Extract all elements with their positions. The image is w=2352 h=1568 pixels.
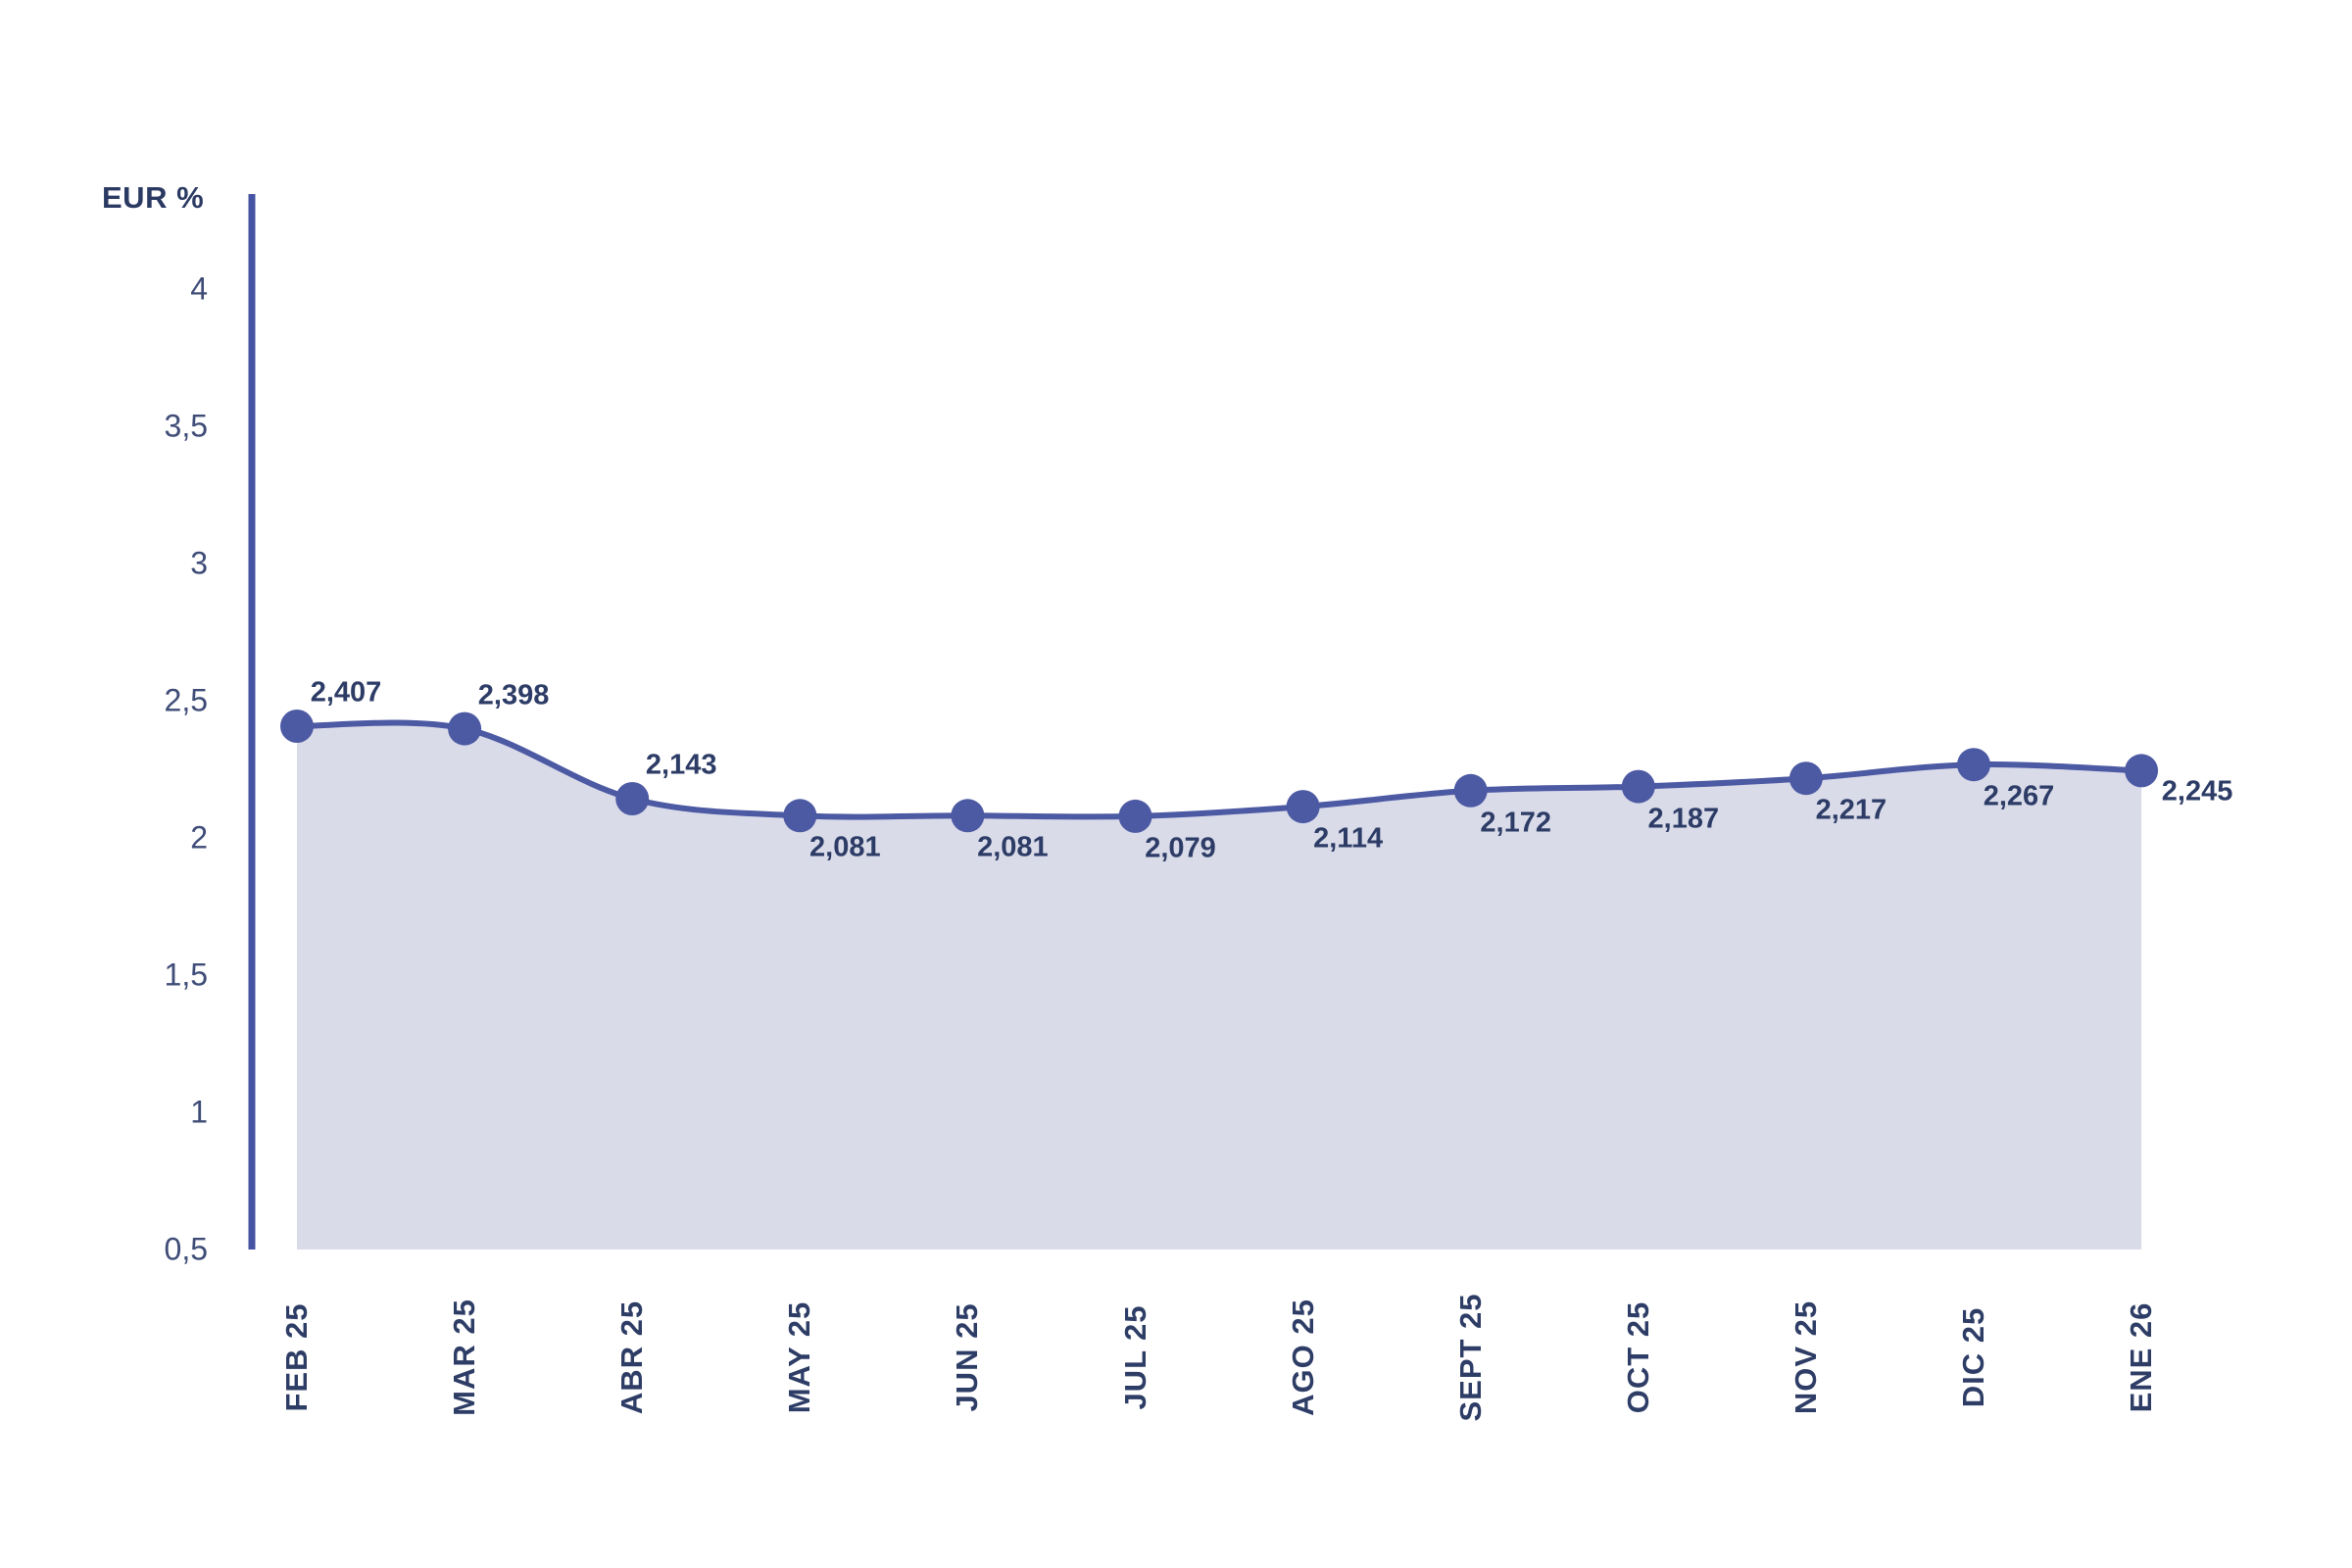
y-tick-label: 0,5 — [164, 1231, 208, 1267]
area-fill — [297, 722, 2142, 1250]
x-axis-label-may-25: MAY 25 — [782, 1300, 817, 1414]
data-point-label: 2,079 — [1145, 832, 1216, 864]
data-point-label: 2,267 — [1983, 780, 2055, 812]
y-tick-label: 1 — [190, 1094, 208, 1130]
x-axis-label-mar-25: MAR 25 — [447, 1298, 482, 1416]
series-line — [294, 719, 2145, 820]
x-axis-label-feb-25: FEB 25 — [279, 1302, 314, 1412]
data-point-label: 2,081 — [977, 831, 1049, 863]
data-point-dot-dic-25 — [1957, 748, 1990, 782]
y-axis-title: EUR % — [102, 180, 205, 215]
data-point-label: 2,217 — [1815, 794, 1887, 826]
y-tick-label: 4 — [190, 270, 208, 307]
x-axis-label-dic-25: DIC 25 — [1956, 1306, 1990, 1408]
data-point-label: 2,187 — [1647, 803, 1720, 835]
x-axis-label-jun-25: JUN 25 — [950, 1302, 985, 1412]
x-axis-label-sept-25: SEPT 25 — [1452, 1293, 1488, 1422]
x-axis-label-ago-25: AGO 25 — [1285, 1298, 1320, 1416]
data-point-label: 2,407 — [310, 676, 382, 709]
data-point-dot-jun-25 — [951, 799, 985, 833]
data-point-dot-jul-25 — [1118, 799, 1152, 833]
data-point-label: 2,114 — [1313, 822, 1384, 855]
y-tick-label: 3 — [190, 545, 208, 581]
x-axis-label-nov-25: NOV 25 — [1788, 1299, 1823, 1415]
data-point-label: 2,081 — [809, 831, 881, 863]
data-point-label: 2,172 — [1480, 807, 1551, 839]
data-point-label: 2,245 — [2161, 775, 2233, 808]
x-axis-label-abr-25: ABR 25 — [614, 1299, 650, 1415]
y-tick-label: 3,5 — [164, 408, 208, 444]
data-point-dot-ene-26 — [2125, 754, 2159, 788]
data-point-label: 2,398 — [477, 679, 550, 711]
data-point-dot-nov-25 — [1788, 761, 1823, 796]
data-point-dot-abr-25 — [615, 782, 650, 815]
data-point-dot-mar-25 — [448, 711, 482, 746]
y-tick-label: 1,5 — [164, 956, 208, 993]
y-tick-label: 2,5 — [164, 682, 208, 718]
x-axis-label-ene-26: ENE 26 — [2124, 1301, 2159, 1413]
data-point-dot-oct-25 — [1621, 769, 1655, 804]
data-point-label: 2,143 — [645, 749, 717, 781]
data-point-dot-may-25 — [783, 799, 817, 833]
data-point-dot-feb-25 — [280, 710, 314, 743]
x-axis-label-jul-25: JUL 25 — [1117, 1304, 1152, 1410]
data-point-dot-sept-25 — [1453, 773, 1488, 808]
x-axis-label-oct-25: OCT 25 — [1620, 1300, 1655, 1414]
y-tick-label: 2 — [190, 819, 208, 856]
data-point-dot-ago-25 — [1286, 790, 1320, 824]
